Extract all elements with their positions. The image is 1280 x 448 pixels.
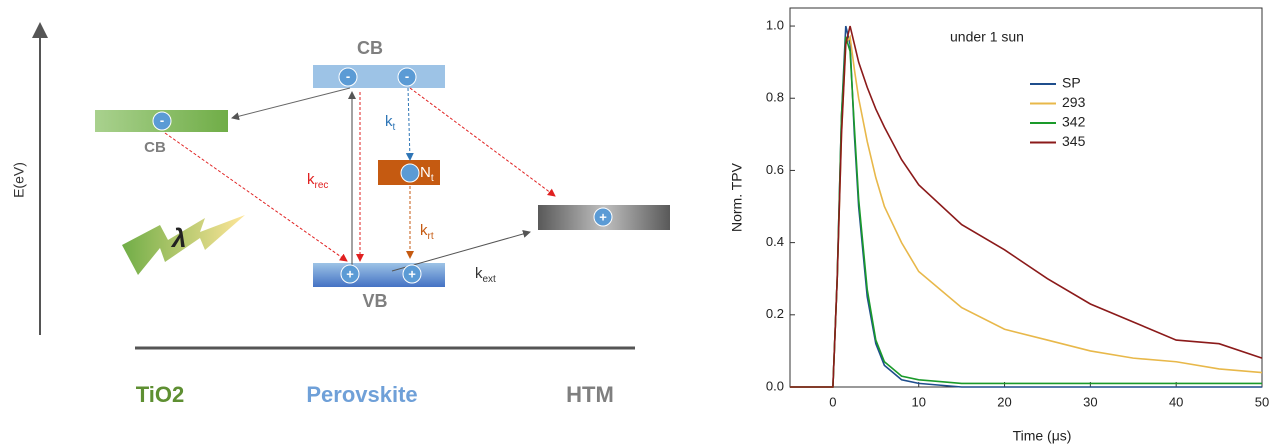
electron-sign: -: [405, 68, 409, 83]
electron: [338, 67, 358, 87]
rate-label: kt: [385, 113, 396, 133]
vb-label: VB: [362, 291, 387, 311]
series-line: [790, 25, 1263, 388]
arrow: [391, 230, 531, 272]
rate-label: krt: [420, 222, 434, 242]
y-axis-label: Norm. TPV: [729, 162, 745, 232]
electron-sign: -: [160, 112, 164, 127]
hole: [593, 207, 613, 227]
electron: [152, 111, 172, 131]
rate-label: krec: [307, 171, 328, 191]
legend-label: 345: [1062, 133, 1086, 149]
hole-sign: +: [408, 266, 416, 281]
arrow: [405, 87, 414, 161]
y-tick-label: 1.0: [766, 17, 784, 32]
hole: [402, 264, 422, 284]
hole: [340, 264, 360, 284]
layer-label: Perovskite: [306, 382, 417, 407]
x-axis-label: Time (μs): [1013, 428, 1072, 444]
y-tick-label: 0.4: [766, 234, 784, 249]
hole-sign: +: [346, 266, 354, 281]
y-tick-label: 0.6: [766, 162, 784, 177]
x-tick-label: 0: [829, 394, 836, 409]
annotation: under 1 sun: [950, 29, 1024, 45]
layer-label: TiO2: [136, 382, 185, 407]
trapped-electron: [400, 163, 420, 183]
arrow: [409, 87, 556, 197]
x-tick-label: 40: [1169, 394, 1183, 409]
x-tick-label: 10: [911, 394, 925, 409]
series-line: [790, 25, 1262, 388]
plot-frame: [789, 7, 1263, 388]
legend-label: 293: [1062, 94, 1086, 110]
x-tick-label: 30: [1083, 394, 1097, 409]
y-tick-label: 0.2: [766, 306, 784, 321]
layer-label: HTM: [566, 382, 614, 407]
cb-band: [313, 65, 445, 88]
legend-label: 342: [1062, 114, 1086, 130]
hole-sign: +: [599, 209, 607, 224]
cb-label: CB: [144, 139, 166, 156]
lightning: [122, 215, 245, 275]
light-label: λ: [170, 223, 186, 253]
y-tick-label: 0.8: [766, 90, 784, 105]
x-tick-label: 50: [1255, 394, 1269, 409]
arrow: [164, 132, 348, 262]
x-tick-label: 20: [997, 394, 1011, 409]
vb-band: [313, 263, 445, 287]
arrow: [231, 87, 351, 121]
y-tick-label: 0.0: [766, 378, 784, 393]
trap-label: Nt: [420, 164, 434, 184]
legend-label: SP: [1062, 75, 1081, 91]
cb-label: CB: [357, 38, 383, 58]
series-line: [790, 34, 1263, 388]
rate-label: kext: [475, 265, 496, 285]
electron: [397, 67, 417, 87]
energy-label: E(eV): [11, 162, 27, 198]
electron-sign: -: [346, 68, 350, 83]
diagram: E(eV) TiO2 Perovskite HTM CB CB VB - - -…: [11, 22, 670, 407]
